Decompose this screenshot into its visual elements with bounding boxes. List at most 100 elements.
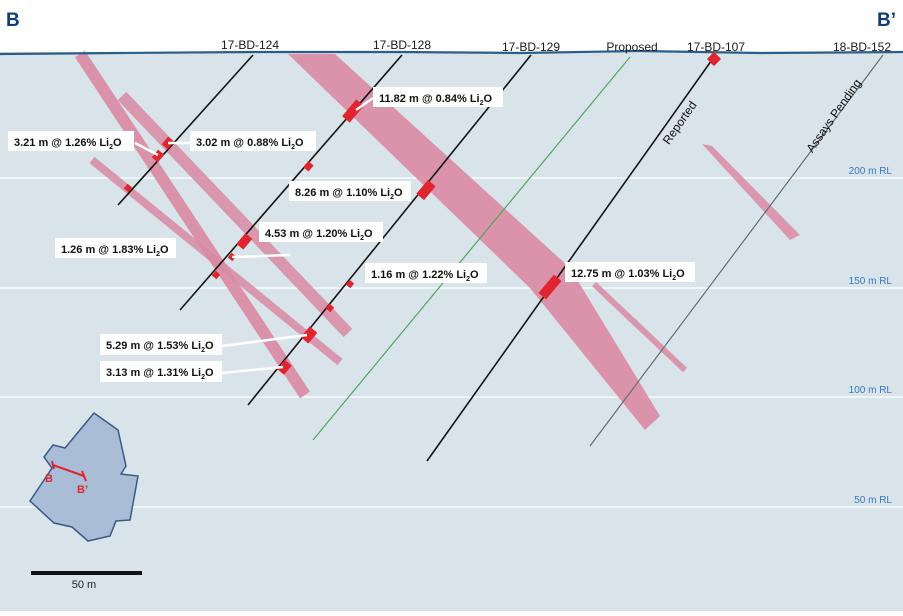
- inset-end-label: B’: [77, 484, 88, 496]
- inset-section-tick-end: [81, 470, 87, 482]
- assay-post-1: O: [113, 137, 122, 149]
- assay-post-4: O: [394, 187, 403, 199]
- scale-bar-line: [31, 571, 142, 575]
- intercept-marker-11: [325, 303, 335, 313]
- drill-hole-17-BD-129: [247, 54, 532, 406]
- pegmatite-dyke-2: [117, 91, 353, 338]
- drill-hole-proposed: [312, 56, 631, 441]
- assay-label-box-2: [190, 131, 316, 151]
- assay-post-2: O: [295, 137, 304, 149]
- assay-label-box-4: [289, 181, 411, 201]
- leader-line-1: [134, 141, 159, 157]
- section-background: [0, 52, 903, 611]
- assay-label-2: 3.02 m @ 0.88% Li2O: [190, 131, 316, 151]
- assay-pre-6: 1.26 m @ 1.83% Li: [61, 244, 156, 256]
- assay-sub-10: 2: [201, 374, 205, 381]
- hole-label-17-BD-124: 17-BD-124: [221, 38, 279, 52]
- assay-text-6: 1.26 m @ 1.83% Li2O: [61, 244, 169, 258]
- pegmatite-dyke-3: [89, 156, 343, 366]
- assay-pre-8: 12.75 m @ 1.03% Li: [571, 268, 672, 280]
- rl-label-200: 200 m RL: [849, 166, 893, 177]
- assay-sub-6: 2: [156, 251, 160, 258]
- leader-line-6: [221, 365, 284, 375]
- leader-line-4: [231, 253, 291, 259]
- inset-map: B B’: [29, 411, 139, 542]
- assay-text-10: 3.13 m @ 1.31% Li2O: [106, 367, 214, 381]
- assay-post-3: O: [484, 93, 493, 105]
- pegmatite-dyke-1: [74, 50, 311, 399]
- assay-leader-lines: [134, 96, 374, 375]
- hole-label-proposed: Proposed: [606, 40, 657, 54]
- assay-sub-5: 2: [360, 235, 364, 242]
- drill-holes: [117, 54, 884, 462]
- leader-line-5: [221, 333, 308, 348]
- hole-label-18-BD-152: 18-BD-152: [833, 40, 891, 54]
- assay-label-7: 1.16 m @ 1.22% Li2O: [365, 263, 487, 283]
- intercept-marker-9: [211, 270, 221, 280]
- section-end-label: B’: [877, 10, 896, 31]
- intercept-marker-1: [151, 149, 165, 163]
- assay-pre-2: 3.02 m @ 0.88% Li: [196, 137, 291, 149]
- assay-text-8: 12.75 m @ 1.03% Li2O: [571, 268, 685, 282]
- assay-pre-10: 3.13 m @ 1.31% Li: [106, 367, 201, 379]
- pegmatite-dykes: [74, 50, 800, 430]
- assay-sub-7: 2: [466, 276, 470, 283]
- assay-text-9: 5.29 m @ 1.53% Li2O: [106, 340, 214, 354]
- assay-pre-5: 4.53 m @ 1.20% Li: [265, 228, 360, 240]
- assay-post-9: O: [205, 340, 214, 352]
- assay-post-5: O: [364, 228, 373, 240]
- intercept-marker-10: [345, 279, 355, 289]
- assay-sub-2: 2: [291, 144, 295, 151]
- assay-post-7: O: [470, 269, 479, 281]
- intercept-marker-14: [277, 359, 292, 375]
- assay-label-box-3: [373, 87, 503, 107]
- assay-pre-4: 8.26 m @ 1.10% Li: [295, 187, 390, 199]
- assay-label-8: 12.75 m @ 1.03% Li2O: [565, 262, 695, 282]
- rl-label-100: 100 m RL: [849, 385, 893, 396]
- assay-sub-9: 2: [201, 347, 205, 354]
- assay-text-2: 3.02 m @ 0.88% Li2O: [196, 137, 304, 151]
- assay-sub-4: 2: [390, 194, 394, 201]
- inset-section-line: [52, 464, 85, 477]
- assay-sub-8: 2: [672, 275, 676, 282]
- assay-label-box-10: [100, 361, 222, 382]
- assay-label-box-7: [365, 263, 487, 283]
- intercept-marker-7: [236, 233, 253, 250]
- assay-label-10: 3.13 m @ 1.31% Li2O: [100, 361, 222, 382]
- drill-hole-17-BD-124: [117, 54, 254, 206]
- assay-label-4: 8.26 m @ 1.10% Li2O: [289, 181, 411, 201]
- pegmatite-dyke-4: [591, 281, 688, 373]
- topographic-surface: [0, 49, 903, 56]
- assay-label-3: 11.82 m @ 0.84% Li2O: [373, 87, 503, 107]
- scale-bar-label: 50 m: [72, 579, 96, 591]
- drill-hole-18-BD-152: [589, 54, 884, 447]
- assay-label-9: 5.29 m @ 1.53% Li2O: [100, 334, 222, 355]
- section-start-label: B: [6, 10, 20, 31]
- intercept-marker-12: [538, 274, 562, 300]
- assay-label-box-6: [55, 238, 176, 258]
- hole-label-17-BD-129: 17-BD-129: [502, 40, 560, 54]
- assay-pre-1: 3.21 m @ 1.26% Li: [14, 137, 109, 149]
- assay-post-8: O: [676, 268, 685, 280]
- rl-label-50: 50 m RL: [854, 495, 892, 506]
- pegmatite-dyke-5: [702, 144, 800, 240]
- assay-post-6: O: [160, 244, 169, 256]
- assay-pre-7: 1.16 m @ 1.22% Li: [371, 269, 466, 281]
- assay-text-1: 3.21 m @ 1.26% Li2O: [14, 137, 122, 151]
- assay-text-7: 1.16 m @ 1.22% Li2O: [371, 269, 479, 283]
- rl-label-150: 150 m RL: [849, 276, 893, 287]
- leader-line-3: [355, 96, 374, 112]
- scale-bar: 50 m: [31, 571, 142, 591]
- drill-hole-17-BD-107: [426, 56, 715, 462]
- assay-sub-3: 2: [480, 100, 484, 107]
- assay-text-3: 11.82 m @ 0.84% Li2O: [379, 93, 493, 107]
- hole-label-17-BD-128: 17-BD-128: [373, 38, 431, 52]
- intercept-marker-13: [300, 326, 318, 344]
- assay-pre-3: 11.82 m @ 0.84% Li: [379, 93, 480, 105]
- intercept-marker-4: [342, 99, 364, 123]
- intercept-marker-6: [416, 179, 436, 201]
- intercept-marker-5: [303, 161, 314, 172]
- collar-marker-17-BD-107: [706, 51, 722, 67]
- assay-label-box-8: [565, 262, 695, 282]
